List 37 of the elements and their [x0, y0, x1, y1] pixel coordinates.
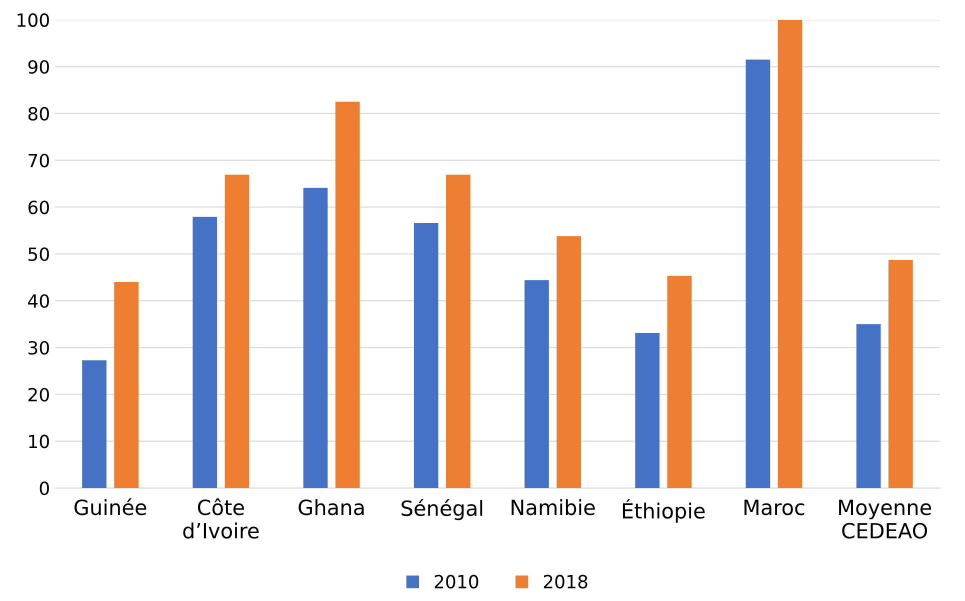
x-tick-label: Côte d’Ivoire: [183, 498, 259, 539]
bar: [556, 236, 581, 488]
bar: [414, 223, 438, 488]
y-tick-label: 60: [28, 200, 49, 214]
bar: [667, 276, 692, 488]
y-tick-label: 0: [40, 481, 49, 496]
bar: [114, 282, 139, 488]
x-tick-label: Ghana: [298, 499, 364, 516]
bar: [335, 102, 360, 488]
y-tick-label: 100: [18, 13, 49, 27]
x-tick-label: Moyenne CEDEAO: [839, 500, 932, 539]
y-tick-label: 80: [28, 106, 49, 121]
bar: [778, 20, 802, 488]
x-tick-label: Maroc: [744, 500, 804, 516]
x-tick-label: Sénégal: [402, 499, 482, 520]
bar: [82, 360, 106, 488]
bar: [856, 324, 881, 488]
bar: [192, 216, 218, 488]
y-tick-label: 50: [28, 247, 49, 262]
bar: [303, 188, 328, 488]
y-tick-label: 70: [28, 154, 49, 168]
bar: [524, 280, 549, 488]
bar: [746, 60, 770, 488]
y-tick-label: 90: [28, 60, 49, 74]
x-tick-label: Éthiopie: [622, 499, 705, 523]
bar: [446, 174, 470, 488]
bar: [888, 260, 913, 488]
legend-label: 2010: [434, 574, 478, 588]
bar: [224, 174, 250, 488]
bar: [635, 333, 660, 488]
x-tick-label: Namibie: [512, 499, 595, 516]
y-tick-label: 10: [29, 434, 49, 448]
y-tick-label: 40: [28, 294, 49, 308]
y-tick-label: 30: [28, 341, 49, 355]
x-tick-label: Guinée: [74, 498, 146, 516]
y-tick-label: 20: [28, 388, 49, 402]
legend-label: 2018: [544, 574, 588, 588]
